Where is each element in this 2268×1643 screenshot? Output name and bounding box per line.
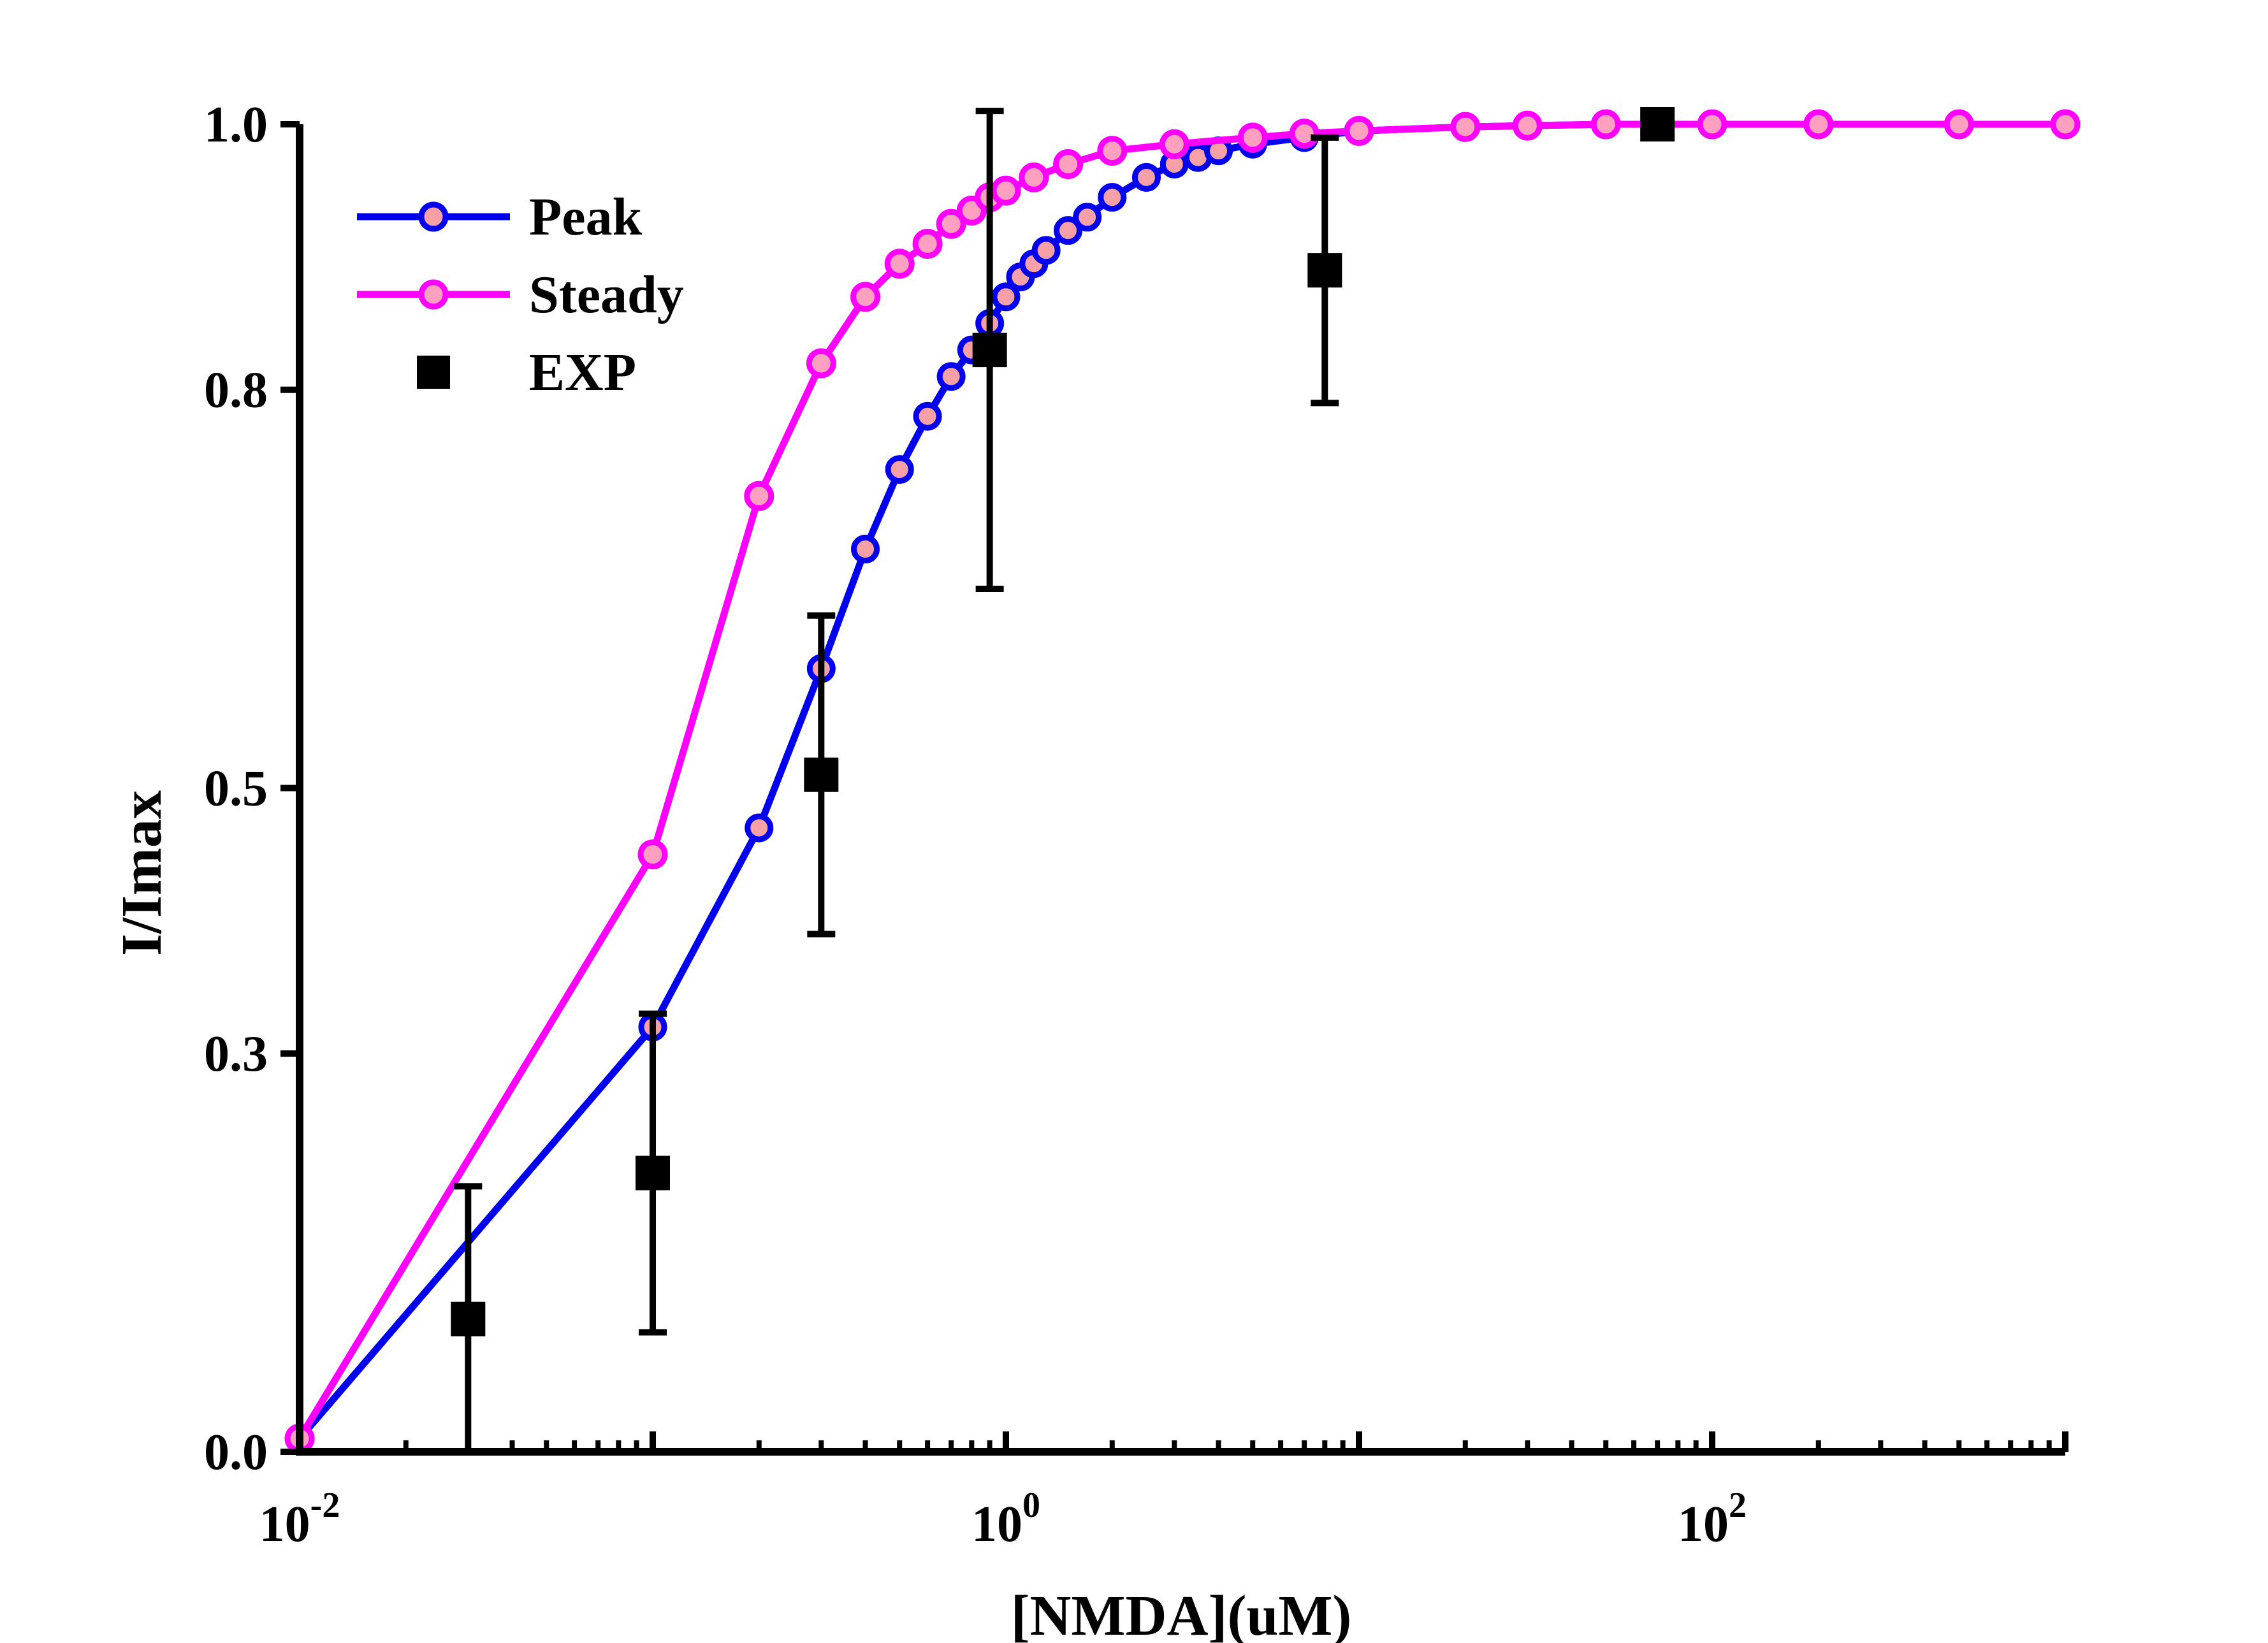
data-point: [936, 208, 966, 239]
x-tick-label: 102: [1678, 1486, 1747, 1553]
data-point: [1098, 183, 1127, 212]
x-tick-base: 10: [1678, 1496, 1729, 1553]
data-point: [745, 813, 774, 843]
data-point: [1159, 129, 1189, 159]
x-tick-label: 100: [971, 1486, 1040, 1553]
data-point: [1073, 203, 1102, 232]
series-steady: [284, 109, 2081, 1454]
data-point: [1289, 119, 1319, 149]
data-point: [1512, 110, 1543, 141]
data-point: [1019, 162, 1049, 192]
data-point: [806, 348, 836, 379]
x-tick-exponent: 0: [1022, 1486, 1040, 1525]
axes-layer: 0.00.30.50.81.010-2 100 102: [204, 97, 2068, 1553]
series-exp: [451, 107, 1675, 1455]
data-point: [1031, 236, 1061, 265]
data-point: [1097, 136, 1128, 166]
data-point: [885, 455, 914, 484]
data-point: [913, 402, 942, 431]
x-tick-exponent: 2: [1729, 1486, 1747, 1525]
legend-label: Steady: [529, 265, 684, 324]
data-point: [1344, 115, 1374, 146]
series-layer: [284, 107, 2081, 1455]
data-point: [2050, 109, 2081, 140]
data-point: [850, 282, 881, 312]
x-tick-exponent: -2: [310, 1486, 340, 1525]
x-tick-label: 10-2: [259, 1486, 340, 1553]
data-point: [1590, 109, 1621, 140]
x-tick-base: 10: [971, 1496, 1022, 1553]
data-point: [1237, 122, 1268, 153]
data-point: [991, 282, 1021, 312]
legend-item-peak: Peak: [357, 187, 643, 247]
legend-marker: [418, 201, 449, 232]
legend-label: Peak: [529, 187, 643, 247]
x-axis-title: [NMDA](uM): [1011, 1584, 1352, 1643]
x-tick-base: 10: [259, 1496, 310, 1553]
data-point: [1640, 107, 1675, 141]
y-tick-label: 0.0: [204, 1424, 268, 1480]
data-point: [636, 1155, 670, 1191]
data-point: [637, 839, 668, 870]
legend-marker: [418, 279, 449, 310]
data-point: [1053, 148, 1084, 179]
data-point: [744, 481, 774, 511]
legend-label: EXP: [529, 343, 636, 402]
data-point: [1803, 109, 1834, 140]
y-tick-label: 0.3: [204, 1026, 268, 1082]
data-point: [1307, 253, 1342, 288]
data-point: [972, 333, 1007, 368]
y-tick-label: 1.0: [204, 97, 268, 153]
data-point: [912, 228, 943, 259]
data-point: [936, 362, 966, 391]
data-point: [1131, 163, 1161, 192]
data-point: [991, 175, 1021, 206]
data-point: [851, 535, 880, 564]
y-tick-label: 0.5: [204, 761, 268, 817]
data-point: [884, 249, 915, 279]
y-axis-title: I/Imax: [110, 790, 173, 956]
legend-item-exp: EXP: [417, 343, 636, 402]
y-tick-label: 0.8: [204, 363, 268, 419]
legend: Peak Steady EXP: [357, 187, 684, 402]
data-point: [451, 1301, 486, 1336]
data-point: [1944, 109, 1974, 140]
legend-swatch: [417, 356, 450, 389]
data-point: [1697, 109, 1727, 140]
data-point: [1450, 112, 1481, 142]
legend-item-steady: Steady: [357, 265, 684, 324]
data-point: [804, 757, 839, 792]
data-point: [1054, 216, 1083, 245]
